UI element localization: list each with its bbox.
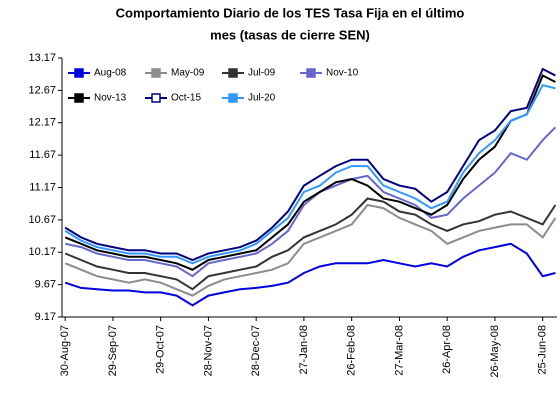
x-tick-label: 29-Oct-07: [155, 325, 167, 374]
legend-marker: [74, 68, 84, 78]
series-line: [64, 203, 557, 297]
series-line: [64, 74, 556, 271]
chart-title: Comportamiento Diario de los TES Tasa Fi…: [116, 5, 465, 20]
y-tick-label: 11.67: [29, 149, 56, 161]
y-tick-label: 13.17: [28, 52, 56, 64]
x-tick-label: 26-May-08: [489, 325, 501, 378]
x-tick-label: 28-Dec-07: [250, 325, 262, 376]
series-line: [64, 84, 556, 265]
legend-label: Oct-15: [171, 93, 201, 104]
x-tick-label: 25-Jun-08: [537, 325, 549, 375]
legend-marker: [228, 68, 238, 78]
legend-marker: [151, 68, 161, 78]
series-line: [64, 242, 556, 307]
series-line: [64, 197, 557, 291]
y-tick-label: 9.67: [35, 279, 56, 291]
legend-marker: [306, 68, 316, 78]
y-tick-label: 11.17: [29, 181, 56, 193]
y-tick-label: 12.67: [28, 84, 56, 96]
legend-label: Nov-13: [94, 93, 127, 104]
y-tick-label: 10.67: [28, 214, 56, 226]
x-tick-label: 28-Nov-07: [202, 325, 214, 376]
x-tick-label: 26-Feb-08: [346, 325, 358, 376]
legend-label: Aug-08: [94, 68, 127, 79]
x-tick-label: 27-Jan-08: [298, 325, 310, 375]
x-tick-label: 26-Apr-08: [441, 325, 453, 374]
series-line: [64, 126, 557, 278]
chart-title: mes (tasas de cierre SEN): [210, 27, 370, 42]
legend-marker: [151, 93, 161, 103]
x-tick-label: 29-Sep-07: [107, 325, 119, 376]
legend-marker: [228, 93, 238, 103]
y-tick-label: 9.17: [35, 311, 56, 323]
x-tick-label: 27-Mar-08: [393, 325, 405, 376]
legend-marker: [74, 93, 84, 103]
y-tick-label: 10.17: [28, 246, 56, 258]
legend-label: Jul-20: [248, 93, 276, 104]
y-tick-label: 12.17: [28, 117, 56, 129]
series-line: [64, 67, 556, 262]
legend-label: May-09: [171, 68, 205, 79]
x-tick-label: 30-Aug-07: [59, 325, 71, 376]
legend-label: Jul-09: [248, 68, 276, 79]
legend-label: Nov-10: [326, 68, 359, 79]
